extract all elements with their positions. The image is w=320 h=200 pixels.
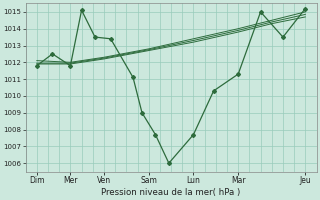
X-axis label: Pression niveau de la mer( hPa ): Pression niveau de la mer( hPa ) [101, 188, 241, 197]
